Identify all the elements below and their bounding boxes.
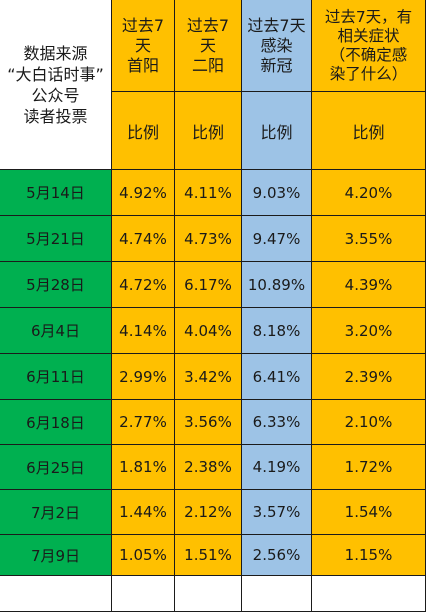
row-date: 6月25日 <box>0 445 112 490</box>
table-cell: 9.47% <box>242 216 312 262</box>
table-cell: 1.05% <box>112 535 175 576</box>
table-cell: 2.38% <box>175 445 242 490</box>
table-cell: 4.19% <box>242 445 312 490</box>
table-cell: 4.92% <box>112 170 175 216</box>
table-cell: 6.33% <box>242 400 312 445</box>
empty-row-cell <box>112 576 175 612</box>
row-date: 6月11日 <box>0 354 112 400</box>
column-subheader: 比例 <box>312 92 426 170</box>
table-cell: 4.73% <box>175 216 242 262</box>
table-cell: 4.14% <box>112 308 175 354</box>
table-cell: 4.74% <box>112 216 175 262</box>
column-subheader: 比例 <box>242 92 312 170</box>
watermark: 知乎 @星话大白 <box>330 592 418 606</box>
empty-row-cell <box>0 576 112 612</box>
table-cell: 1.72% <box>312 445 426 490</box>
empty-row-cell <box>242 576 312 612</box>
table-cell: 3.42% <box>175 354 242 400</box>
table-cell: 1.15% <box>312 535 426 576</box>
row-date: 7月9日 <box>0 535 112 576</box>
column-subheader: 比例 <box>175 92 242 170</box>
table-cell: 4.11% <box>175 170 242 216</box>
table-cell: 8.18% <box>242 308 312 354</box>
table-cell: 2.99% <box>112 354 175 400</box>
row-date: 6月18日 <box>0 400 112 445</box>
table-cell: 4.39% <box>312 262 426 308</box>
row-date: 5月21日 <box>0 216 112 262</box>
table-cell: 2.10% <box>312 400 426 445</box>
table-cell: 9.03% <box>242 170 312 216</box>
table-cell: 2.39% <box>312 354 426 400</box>
table-cell: 2.77% <box>112 400 175 445</box>
table-cell: 2.56% <box>242 535 312 576</box>
table-cell: 4.72% <box>112 262 175 308</box>
table-cell: 4.04% <box>175 308 242 354</box>
row-date: 7月2日 <box>0 490 112 535</box>
table-cell: 10.89% <box>242 262 312 308</box>
table-cell: 3.55% <box>312 216 426 262</box>
source-note: 数据来源 “大白话时事” 公众号 读者投票 <box>0 0 112 170</box>
column-header: 过去7天，有 相关症状 （不确定感 染了什么） <box>312 0 426 92</box>
table-cell: 4.20% <box>312 170 426 216</box>
table-cell: 1.51% <box>175 535 242 576</box>
column-header: 过去7天 感染 新冠 <box>242 0 312 92</box>
row-date: 5月14日 <box>0 170 112 216</box>
table-cell: 3.56% <box>175 400 242 445</box>
column-header: 过去7 天 二阳 <box>175 0 242 92</box>
table-cell: 3.20% <box>312 308 426 354</box>
table-cell: 2.12% <box>175 490 242 535</box>
empty-row-cell <box>312 576 426 612</box>
table-cell: 1.54% <box>312 490 426 535</box>
table-cell: 3.57% <box>242 490 312 535</box>
column-subheader: 比例 <box>112 92 175 170</box>
table-cell: 6.41% <box>242 354 312 400</box>
table-cell: 1.44% <box>112 490 175 535</box>
row-date: 6月4日 <box>0 308 112 354</box>
empty-row-cell <box>175 576 242 612</box>
column-header: 过去7 天 首阳 <box>112 0 175 92</box>
table-cell: 1.81% <box>112 445 175 490</box>
row-date: 5月28日 <box>0 262 112 308</box>
table-cell: 6.17% <box>175 262 242 308</box>
